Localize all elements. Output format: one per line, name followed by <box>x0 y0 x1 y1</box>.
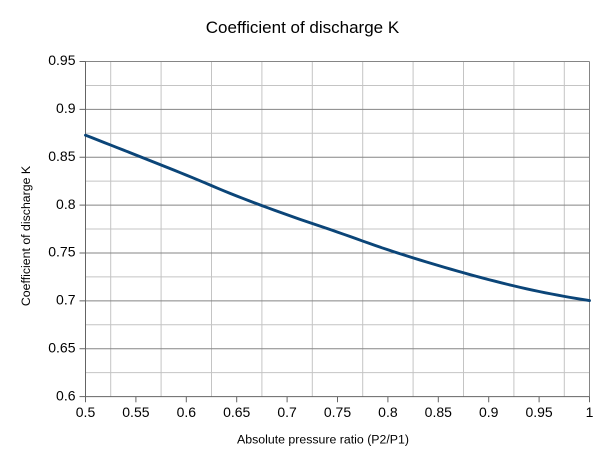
svg-text:0.8: 0.8 <box>378 404 398 420</box>
svg-text:1: 1 <box>586 404 594 420</box>
svg-text:0.65: 0.65 <box>48 339 75 355</box>
svg-text:Absolute pressure ratio (P2/P1: Absolute pressure ratio (P2/P1) <box>237 432 409 446</box>
svg-text:0.7: 0.7 <box>56 292 76 308</box>
svg-text:0.8: 0.8 <box>56 196 76 212</box>
svg-text:0.6: 0.6 <box>177 404 197 420</box>
svg-text:0.7: 0.7 <box>277 404 297 420</box>
svg-text:0.9: 0.9 <box>56 100 76 116</box>
svg-text:0.6: 0.6 <box>56 387 76 403</box>
svg-text:Coefficient of discharge K: Coefficient of discharge K <box>206 18 400 37</box>
svg-text:0.5: 0.5 <box>76 404 96 420</box>
svg-text:0.75: 0.75 <box>324 404 351 420</box>
svg-text:0.95: 0.95 <box>525 404 552 420</box>
svg-text:0.95: 0.95 <box>48 52 75 68</box>
svg-text:Coefficient of discharge K: Coefficient of discharge K <box>19 165 33 306</box>
svg-text:0.85: 0.85 <box>425 404 452 420</box>
svg-text:0.75: 0.75 <box>48 244 75 260</box>
svg-text:0.55: 0.55 <box>122 404 149 420</box>
svg-text:0.85: 0.85 <box>48 148 75 164</box>
svg-text:0.9: 0.9 <box>479 404 499 420</box>
svg-text:0.65: 0.65 <box>223 404 250 420</box>
